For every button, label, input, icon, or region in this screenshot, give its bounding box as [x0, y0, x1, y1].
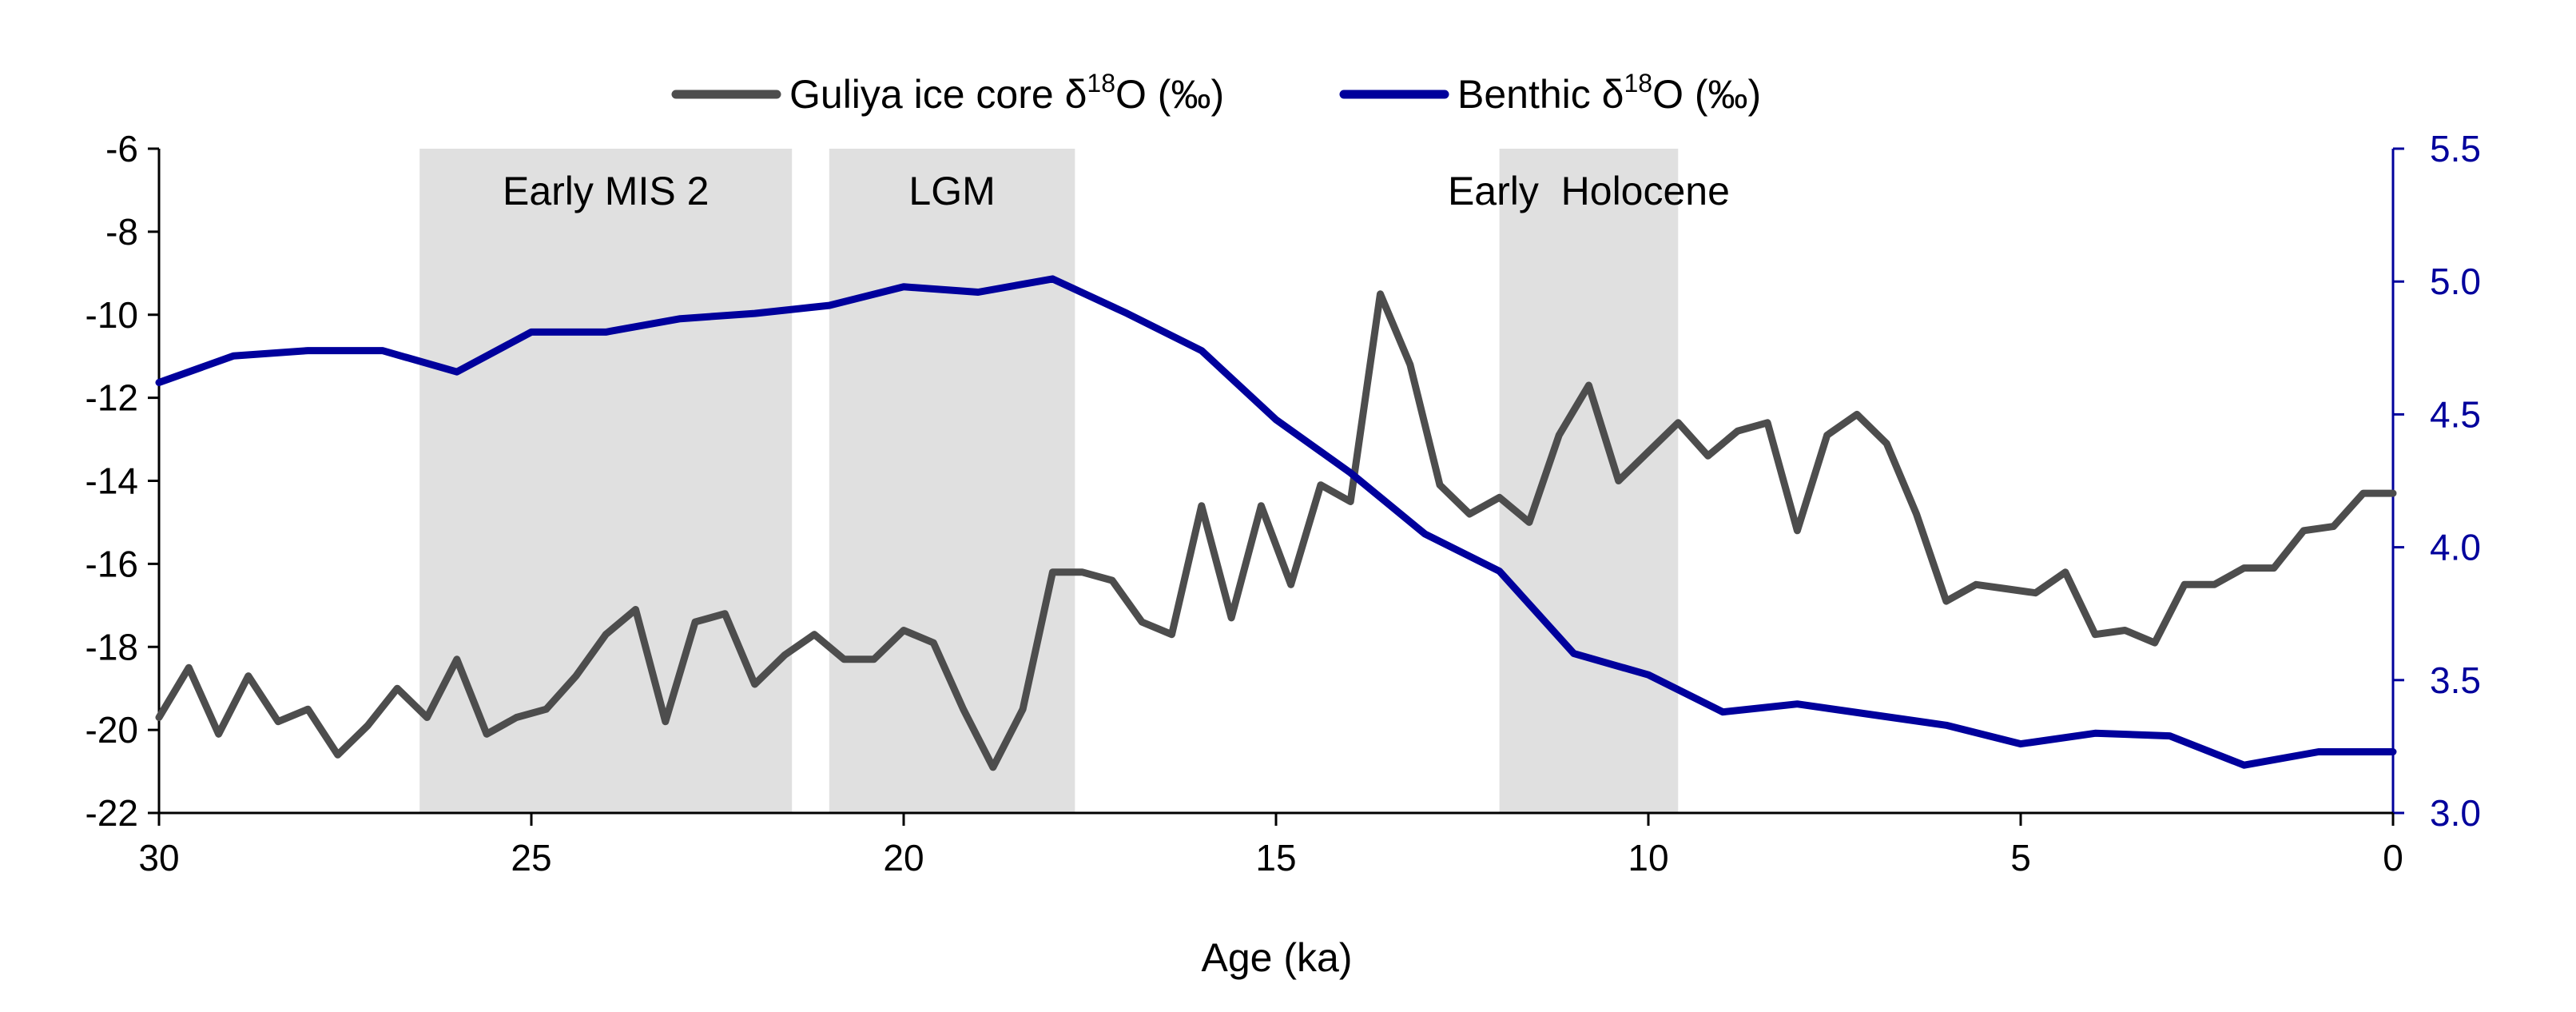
- shaded-periods: [419, 149, 1679, 813]
- series-line-guliya: [155, 290, 2397, 771]
- y-left-tick-label-0: -6: [105, 128, 138, 169]
- shaded-period-2: [1499, 149, 1679, 813]
- y-right-tick-label-2: 4.5: [2430, 393, 2481, 435]
- x-tick-label-3: 15: [1255, 837, 1296, 879]
- shaded-period-labels: Early MIS 2 LGM Early Holocene: [503, 169, 1730, 213]
- y-right-tick-label-5: 3.0: [2430, 792, 2481, 834]
- y-left-tick-label-7: -20: [85, 709, 138, 751]
- shaded-period-label-0: Early MIS 2: [503, 169, 709, 213]
- series-lines: [155, 275, 2397, 771]
- legend-label-benthic-suffix: O (‰): [1652, 72, 1761, 117]
- legend-label-guliya-prefix: Guliya ice core δ: [789, 72, 1087, 117]
- y-left-tick-label-3: -12: [85, 377, 138, 419]
- series-line-benthic: [155, 275, 2397, 769]
- y-right-tick-label-1: 5.0: [2430, 261, 2481, 302]
- x-tick-label-2: 20: [883, 837, 924, 879]
- x-tick-label-4: 10: [1628, 837, 1668, 879]
- y-left-tick-label-8: -22: [85, 792, 138, 834]
- legend: Guliya ice core δ18O (‰) Benthic δ18O (‰…: [671, 69, 1761, 117]
- legend-label-guliya-sup: 18: [1087, 69, 1115, 98]
- y-left-tick-label-6: -18: [85, 626, 138, 667]
- legend-label-benthic: Benthic δ18O (‰): [1457, 69, 1761, 117]
- x-tick-label-6: 0: [2383, 837, 2403, 879]
- legend-label-guliya-suffix: O (‰): [1115, 72, 1224, 117]
- shaded-period-label-1: LGM: [908, 169, 995, 213]
- y-right-tick-label-4: 3.5: [2430, 659, 2481, 701]
- x-tick-label-0: 30: [138, 837, 179, 879]
- y-left-tick-label-1: -8: [105, 211, 138, 253]
- x-axis-title: Age (ka): [1202, 935, 1353, 980]
- y-left-tick-label-5: -16: [85, 543, 138, 584]
- shaded-period-0: [419, 149, 793, 813]
- legend-label-guliya: Guliya ice core δ18O (‰): [789, 69, 1224, 117]
- shaded-period-1: [829, 149, 1075, 813]
- x-tick-label-5: 5: [2010, 837, 2031, 879]
- y-left-tick-label-4: -14: [85, 460, 138, 502]
- y-left-tick-label-2: -10: [85, 294, 138, 336]
- axes: -6 -8 -10 -12 -14 -16 -18 -20 -22 5.5 5.0 4.5 4.0 3.5…: [85, 128, 2481, 879]
- y-right-tick-label-0: 5.5: [2430, 128, 2481, 169]
- legend-label-benthic-prefix: Benthic δ: [1457, 72, 1624, 117]
- shaded-period-label-2: Early Holocene: [1448, 169, 1730, 213]
- y-right-tick-label-3: 4.0: [2430, 527, 2481, 568]
- x-tick-label-1: 25: [511, 837, 551, 879]
- legend-label-benthic-sup: 18: [1624, 69, 1653, 98]
